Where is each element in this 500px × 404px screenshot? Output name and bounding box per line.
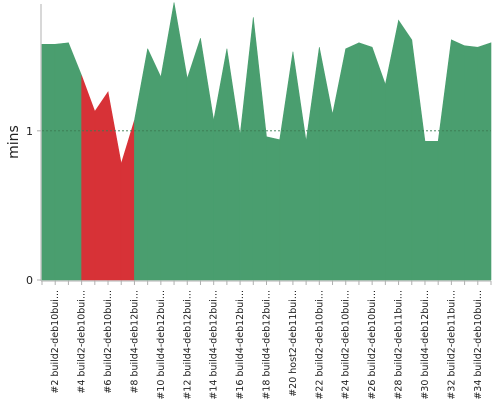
area-segment: [82, 76, 95, 280]
x-tick-label: #20 host2-deb11bui...: [288, 290, 299, 397]
x-tick-label: #2 build2-deb10bui...: [50, 290, 61, 394]
area-segment: [121, 120, 134, 280]
area-segment: [267, 137, 280, 280]
x-tick-label: #30 build4-deb12bui...: [420, 290, 431, 400]
x-tick-label: #22 build2-deb10bui...: [314, 290, 325, 400]
area-segment: [148, 49, 161, 280]
area-segment: [68, 43, 81, 280]
area-segment: [293, 52, 306, 280]
y-tick-label: 0: [26, 274, 33, 287]
area-segment: [134, 49, 147, 280]
area-segment: [478, 43, 491, 280]
area-segment: [306, 47, 319, 280]
area-segment: [108, 92, 121, 280]
x-tick-label: #14 build4-deb12bui...: [209, 290, 220, 400]
area-segment: [200, 38, 213, 280]
area-segment: [227, 49, 240, 280]
area-segment: [55, 43, 68, 280]
area-segment: [333, 49, 346, 280]
x-tick-label: #12 build4-deb12bui...: [182, 290, 193, 400]
x-tick-label: #8 build4-deb12bui...: [129, 290, 140, 394]
y-tick-label: 1: [26, 125, 33, 138]
area-segment: [253, 17, 266, 280]
area-segment: [385, 20, 398, 280]
area-segment: [438, 40, 451, 280]
area-segment: [451, 40, 464, 280]
area-segment: [187, 38, 200, 280]
x-tick-label: #4 build2-deb10bui...: [77, 290, 88, 394]
area-segment: [95, 92, 108, 280]
area-segment: [240, 17, 253, 280]
x-tick-label: #26 build2-deb10bui...: [367, 290, 378, 400]
area-segment: [372, 47, 385, 280]
x-tick-label: #6 build2-deb10bui...: [103, 290, 114, 394]
x-tick-label: #34 build2-deb10bui...: [473, 290, 484, 400]
area-segment: [425, 141, 438, 280]
area-segment: [465, 46, 478, 280]
area-segment: [214, 49, 227, 280]
x-tick-label: #32 build2-deb11bui...: [446, 290, 457, 400]
y-axis-title: mins: [6, 125, 22, 159]
area-segment: [42, 44, 55, 280]
area-segment: [346, 43, 359, 280]
area-segment: [174, 3, 187, 280]
area-segment: [161, 3, 174, 280]
area-segment: [319, 47, 332, 280]
area-segment: [412, 40, 425, 280]
area-segment: [280, 52, 293, 280]
x-tick-label: #18 build4-deb12bui...: [262, 290, 273, 400]
area-segment: [359, 43, 372, 280]
area-segment: [399, 20, 412, 280]
x-tick-label: #10 build4-deb12bui...: [156, 290, 167, 400]
x-tick-label: #24 build2-deb10bui...: [341, 290, 352, 400]
x-tick-label: #28 build2-deb11bui...: [394, 290, 405, 400]
x-tick-label: #16 build4-deb12bui...: [235, 290, 246, 400]
